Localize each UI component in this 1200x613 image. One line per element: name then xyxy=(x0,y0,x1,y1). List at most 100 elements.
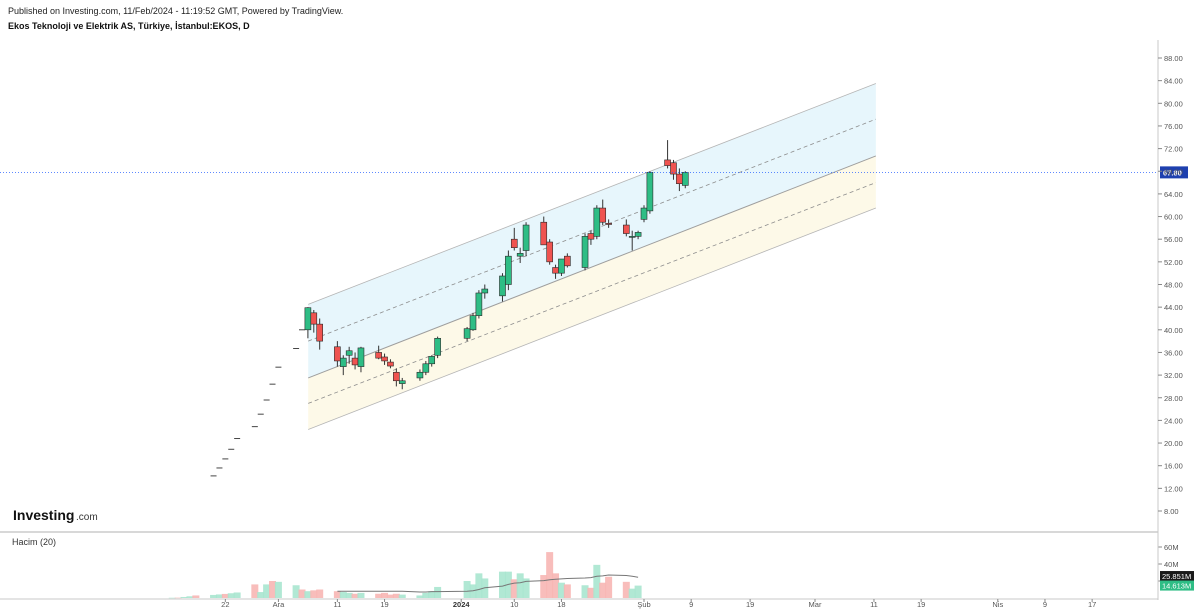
time-tick-label: 11 xyxy=(870,600,878,609)
volume-bar xyxy=(375,593,383,598)
candle-body xyxy=(599,207,607,223)
volume-bar xyxy=(475,573,483,598)
logo-suffix: .com xyxy=(76,512,98,523)
candle xyxy=(345,346,353,364)
volume-bar xyxy=(345,592,353,598)
volume-bar xyxy=(522,578,530,598)
channel-bottom-line xyxy=(308,207,877,430)
price-tick-label: 12.00 xyxy=(1164,484,1183,493)
candle xyxy=(428,355,436,367)
volume-bar xyxy=(227,593,235,598)
candle-body xyxy=(339,357,347,367)
candle xyxy=(505,250,512,291)
price-tick-label: 28.00 xyxy=(1164,394,1183,403)
candle xyxy=(334,341,341,367)
volume-bar xyxy=(180,596,188,598)
candle-body xyxy=(398,380,406,384)
volume-tick-label: 40M xyxy=(1164,560,1179,569)
candle-body xyxy=(387,361,394,367)
candles xyxy=(304,140,689,390)
price-tick-label: 72.00 xyxy=(1164,145,1183,154)
candle-body xyxy=(623,224,630,234)
volume-current-label: 14.613M xyxy=(1162,582,1191,591)
candle-body xyxy=(469,315,477,331)
volume-bar xyxy=(292,585,300,598)
price-tick-label: 36.00 xyxy=(1164,348,1183,357)
candle-body xyxy=(581,236,589,268)
volume-title: Hacim (20) xyxy=(12,537,56,547)
price-tick-label: 44.00 xyxy=(1164,303,1183,312)
volume-bar xyxy=(251,584,259,598)
volume-bar xyxy=(634,585,642,598)
candle xyxy=(481,284,489,299)
price-tick-label: 8.00 xyxy=(1164,507,1179,516)
volume-bar xyxy=(434,586,442,598)
volume-bar xyxy=(316,589,324,598)
candle xyxy=(546,239,553,265)
volume-bar xyxy=(192,595,200,598)
candle-body xyxy=(351,357,359,366)
volume-bar xyxy=(186,596,194,598)
candle-body xyxy=(640,207,648,220)
last-price-line: 67.80 xyxy=(0,166,1188,179)
candle-body xyxy=(304,307,312,331)
volume-bar xyxy=(174,597,182,599)
symbol-title: Ekos Teknoloji ve Elektrik AS, Türkiye, … xyxy=(8,21,250,31)
time-tick-label: 10 xyxy=(510,600,518,609)
volume-bar xyxy=(428,591,436,598)
candle xyxy=(416,369,424,381)
volume-bar xyxy=(304,591,312,598)
volume-current-tag xyxy=(1160,580,1194,591)
candle-body xyxy=(646,172,654,212)
price-tick-label: 32.00 xyxy=(1164,371,1183,380)
candle xyxy=(640,205,648,223)
volume-bar xyxy=(557,582,565,598)
candle-body xyxy=(422,363,430,373)
candle xyxy=(375,345,382,360)
candle-body xyxy=(558,258,565,274)
price-tick-label: 64.00 xyxy=(1164,190,1183,199)
candle-body xyxy=(345,350,353,356)
volume-bar xyxy=(416,595,424,598)
candle-body xyxy=(540,221,548,246)
candle xyxy=(581,233,589,271)
time-tick-label: 9 xyxy=(689,600,693,609)
candle-body xyxy=(428,356,436,365)
channel-middle-line xyxy=(308,155,877,379)
candle xyxy=(634,230,642,240)
volume-ma-tag xyxy=(1160,571,1194,582)
volume-bar xyxy=(215,594,223,598)
volume-bar xyxy=(540,575,548,598)
volume-bar xyxy=(552,573,560,598)
volume-bar xyxy=(599,582,607,598)
price-tick-label: 52.00 xyxy=(1164,258,1183,267)
time-tick-label: Ara xyxy=(273,600,286,609)
price-tick-label: 88.00 xyxy=(1164,54,1183,63)
candle xyxy=(646,171,654,214)
candle-body xyxy=(676,173,683,185)
time-tick-label: 17 xyxy=(1088,600,1096,609)
price-tick-label: 48.00 xyxy=(1164,281,1183,290)
volume-bar xyxy=(263,584,271,598)
candle-body xyxy=(605,223,612,225)
price-tick-label: 60.00 xyxy=(1164,213,1183,222)
candle xyxy=(522,222,530,257)
logo-text: Investing xyxy=(13,507,74,523)
volume-bar xyxy=(333,591,341,598)
candle xyxy=(381,353,388,365)
candle-body xyxy=(334,346,341,362)
volume-bar xyxy=(593,564,601,598)
candle xyxy=(516,247,524,263)
volume-tick-label: 60M xyxy=(1164,543,1179,552)
time-tick-label: 11 xyxy=(333,600,341,609)
candle xyxy=(664,140,671,169)
volume-bar xyxy=(392,593,400,598)
price-tick-label: 24.00 xyxy=(1164,416,1183,425)
candle xyxy=(310,309,318,333)
price-axis: 8.00 12.00 16.00 20.00 24.00 28.00 32.00 36.00 4… xyxy=(1157,40,1183,600)
candle xyxy=(599,199,607,226)
candle xyxy=(398,377,406,390)
candle-body xyxy=(375,352,382,359)
volume-bar xyxy=(310,590,318,598)
